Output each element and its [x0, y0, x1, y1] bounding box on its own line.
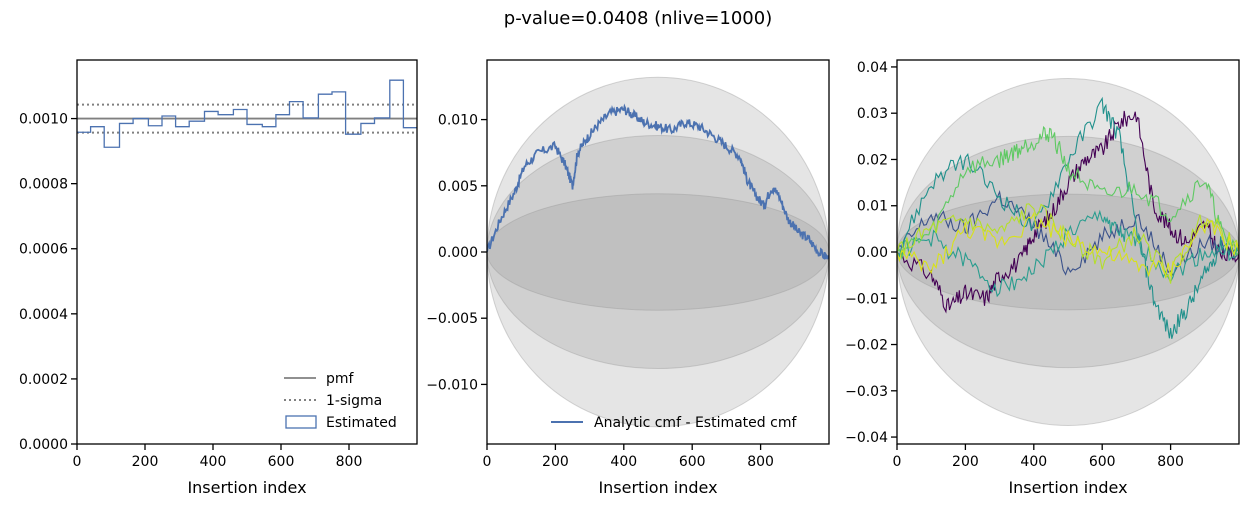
y-tick-label: 0.000 [438, 245, 478, 261]
x-tick-label: 200 [132, 454, 159, 470]
y-tick-label: 0.0000 [19, 437, 68, 453]
y-tick-label: 0.010 [438, 113, 478, 129]
legend-estimated-label: Estimated [326, 415, 397, 431]
y-tick-label: 0.01 [857, 199, 888, 215]
estimated-histogram [77, 79, 417, 148]
run-line-1 [897, 110, 1239, 314]
x-tick-label: 200 [542, 454, 569, 470]
legend: pmf 1-sigma Estimated [284, 371, 397, 431]
x-tick-label: 600 [679, 454, 706, 470]
legend-cmf-label: Analytic cmf - Estimated cmf [594, 415, 797, 431]
sigma-band-ellipse [897, 78, 1239, 426]
sigma-bands [897, 78, 1239, 426]
y-tick-label: −0.02 [845, 338, 888, 354]
figure-suptitle: p-value=0.0408 (nlive=1000) [504, 8, 772, 29]
sigma-band-ellipse [897, 193, 1239, 311]
x-tick-label: 200 [952, 454, 979, 470]
y-axis-ticks: −0.04 −0.03 −0.02 −0.01 0.00 0.01 0.02 0.03 0.04 [845, 60, 897, 446]
legend-pmf-label: pmf [326, 371, 355, 387]
sigma-band-ellipse [897, 135, 1239, 369]
sigma-band [77, 103, 417, 134]
sigma-band-ellipse [487, 193, 829, 311]
y-tick-label: −0.01 [845, 291, 888, 307]
legend-sigma-label: 1-sigma [326, 393, 382, 409]
x-tick-label: 800 [336, 454, 363, 470]
x-tick-label: 0 [893, 454, 902, 470]
x-axis-ticks: 0 200 400 600 800 [483, 444, 774, 470]
y-tick-label: −0.010 [426, 377, 478, 393]
x-axis-label: Insertion index [1008, 478, 1127, 497]
run-line-7 [897, 211, 1239, 278]
axes-frame [76, 59, 418, 445]
x-tick-label: 800 [747, 454, 774, 470]
panel-cmf-difference: 0 200 400 600 800 −0.010 −0.005 0.000 0.005 0.01… [426, 59, 830, 497]
x-tick-label: 0 [73, 454, 82, 470]
x-tick-label: 600 [1089, 454, 1116, 470]
x-tick-label: 600 [268, 454, 295, 470]
x-axis-label: Insertion index [598, 478, 717, 497]
run-lines [897, 96, 1239, 339]
y-tick-label: 0.0010 [19, 112, 68, 128]
panel-histogram: 0 200 400 600 800 0.00000.00020.00040.00060.… [19, 59, 418, 497]
panel-multiple-runs: 0 200 400 600 800 −0.04 −0.03 −0.02 −0.01 0.00 0.… [845, 59, 1240, 497]
x-axis-ticks: 0 200 400 600 800 [893, 444, 1184, 470]
x-tick-label: 400 [610, 454, 637, 470]
x-axis-ticks: 0 200 400 600 800 [73, 444, 363, 470]
y-tick-label: 0.03 [857, 106, 888, 122]
x-tick-label: 800 [1157, 454, 1184, 470]
x-tick-label: 0 [483, 454, 492, 470]
x-axis-label: Insertion index [187, 478, 306, 497]
y-axis-ticks: 0.0000 0.0002 0.0004 0.0006 0.0008 0.0010 [19, 112, 77, 453]
run-line-3 [897, 96, 1239, 339]
y-tick-label: 0.04 [857, 60, 888, 76]
sigma-band-ellipse [487, 135, 829, 369]
y-tick-label: −0.03 [845, 384, 888, 400]
y-tick-label: 0.0004 [19, 307, 68, 323]
y-axis-ticks: −0.010 −0.005 0.000 0.005 0.010 [426, 113, 487, 393]
y-tick-label: 0.02 [857, 152, 888, 168]
y-tick-label: 0.0006 [19, 242, 68, 258]
x-tick-label: 400 [200, 454, 227, 470]
y-tick-label: −0.04 [845, 430, 888, 446]
run-line-5 [897, 125, 1239, 261]
x-tick-label: 400 [1020, 454, 1047, 470]
y-tick-label: 0.0002 [19, 372, 68, 388]
y-tick-label: 0.00 [857, 245, 888, 261]
y-tick-label: 0.0008 [19, 177, 68, 193]
y-tick-label: −0.005 [426, 311, 478, 327]
legend-estimated-swatch [285, 415, 317, 429]
cmf-difference-line [487, 103, 829, 260]
legend: Analytic cmf - Estimated cmf [551, 415, 797, 431]
y-tick-label: 0.005 [438, 179, 478, 195]
